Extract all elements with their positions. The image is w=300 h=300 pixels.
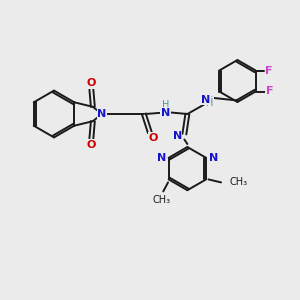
Text: H: H <box>206 98 213 108</box>
Text: N: N <box>172 130 182 141</box>
Text: F: F <box>266 86 274 97</box>
Text: N: N <box>97 109 106 119</box>
Text: N: N <box>201 94 211 105</box>
Text: CH₃: CH₃ <box>153 195 171 206</box>
Text: N: N <box>208 153 218 163</box>
Text: F: F <box>265 65 273 76</box>
Text: N: N <box>157 153 166 163</box>
Text: O: O <box>149 133 158 143</box>
Text: O: O <box>87 140 96 150</box>
Text: H: H <box>162 100 170 110</box>
Text: N: N <box>161 107 170 118</box>
Text: O: O <box>87 78 96 88</box>
Text: CH₃: CH₃ <box>229 177 247 188</box>
